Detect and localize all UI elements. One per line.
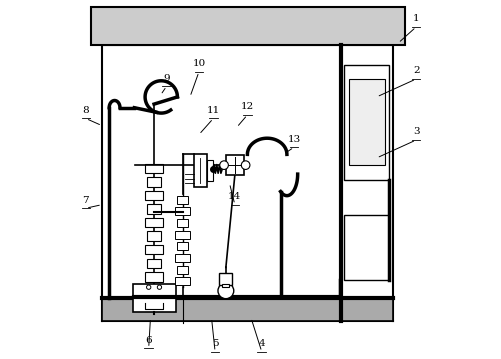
Text: 5: 5 xyxy=(211,339,218,348)
Polygon shape xyxy=(145,164,163,173)
Polygon shape xyxy=(145,191,163,200)
Text: 3: 3 xyxy=(412,127,419,136)
Polygon shape xyxy=(147,232,160,241)
Polygon shape xyxy=(177,196,188,204)
Polygon shape xyxy=(177,219,188,227)
Circle shape xyxy=(219,161,228,169)
Polygon shape xyxy=(132,284,175,312)
Text: 9: 9 xyxy=(163,74,170,83)
Polygon shape xyxy=(177,242,188,251)
Polygon shape xyxy=(147,258,160,268)
Polygon shape xyxy=(225,155,243,175)
Polygon shape xyxy=(175,254,190,262)
Text: 7: 7 xyxy=(82,196,89,205)
Polygon shape xyxy=(344,215,388,280)
Polygon shape xyxy=(175,277,190,285)
Polygon shape xyxy=(222,284,229,287)
Polygon shape xyxy=(91,7,405,45)
Text: 14: 14 xyxy=(228,192,241,201)
Text: 1: 1 xyxy=(412,14,419,23)
Text: 13: 13 xyxy=(287,135,300,144)
Circle shape xyxy=(241,161,249,169)
Text: 8: 8 xyxy=(82,106,89,115)
Text: 6: 6 xyxy=(145,336,152,345)
Polygon shape xyxy=(177,266,188,274)
Polygon shape xyxy=(102,298,392,321)
Polygon shape xyxy=(348,79,384,165)
Text: 10: 10 xyxy=(192,59,205,68)
Polygon shape xyxy=(175,207,190,215)
Polygon shape xyxy=(145,218,163,227)
Polygon shape xyxy=(147,204,160,214)
Text: 4: 4 xyxy=(258,339,265,348)
Text: 12: 12 xyxy=(240,102,254,111)
Polygon shape xyxy=(175,230,190,239)
Polygon shape xyxy=(344,65,388,180)
Polygon shape xyxy=(145,245,163,255)
Text: 2: 2 xyxy=(412,66,419,75)
Circle shape xyxy=(217,283,233,299)
Polygon shape xyxy=(207,160,212,181)
Polygon shape xyxy=(193,154,207,187)
Polygon shape xyxy=(145,272,163,281)
Polygon shape xyxy=(147,177,160,187)
Polygon shape xyxy=(219,273,232,285)
Text: 11: 11 xyxy=(206,106,219,115)
